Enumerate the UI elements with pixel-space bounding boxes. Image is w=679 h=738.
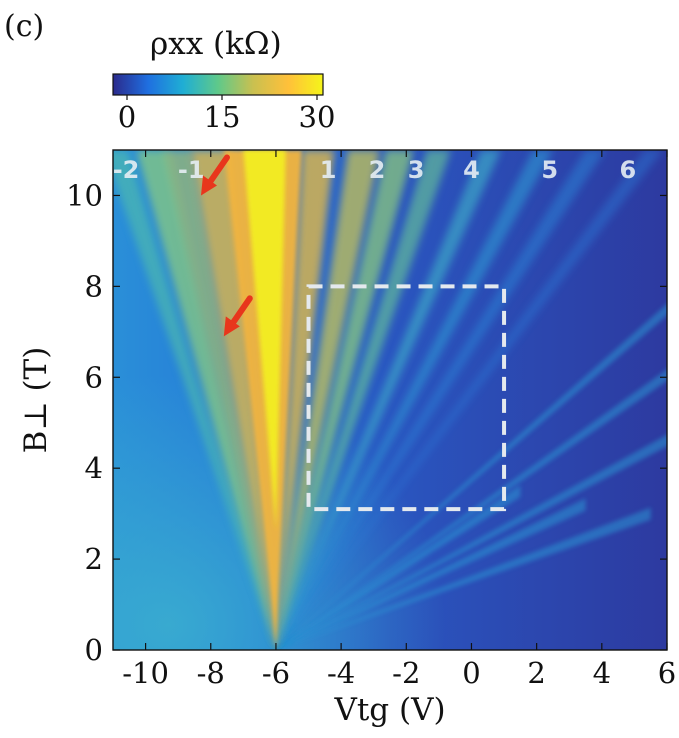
- colorbar-bar: [112, 73, 324, 96]
- landau-band: [275, 150, 380, 650]
- y-axis-ticks: 0 2 4 6 8 10: [66, 178, 667, 667]
- landau-level-label: -2: [113, 156, 140, 184]
- landau-level-label: 4: [463, 156, 480, 184]
- x-tick-label: -10: [122, 656, 169, 690]
- x-tick-label: 4: [593, 656, 611, 690]
- x-tick-label: -6: [262, 656, 290, 690]
- landau-band: [275, 150, 451, 650]
- x-axis-ticks: -10 -8 -6 -4 -2 0 2 4 6: [122, 150, 676, 690]
- landau-branch: [275, 507, 651, 650]
- arrow-lower: [223, 295, 253, 337]
- x-tick-label: -2: [392, 656, 420, 690]
- landau-level-label: 6: [620, 156, 637, 184]
- landau-level-label: 1: [320, 156, 337, 184]
- landau-band: [275, 150, 554, 650]
- landau-level-label: 5: [541, 156, 558, 184]
- x-tick-label: -4: [327, 656, 355, 690]
- central-fan: [223, 150, 303, 650]
- y-tick-label: 4: [85, 451, 103, 485]
- y-tick-label: 10: [66, 178, 103, 212]
- x-tick-label: 0: [462, 656, 480, 690]
- heatmap-plot: -2 -1 1 2 3 4 5 6: [113, 150, 667, 650]
- landau-band: [190, 150, 276, 650]
- landau-band: [113, 150, 276, 650]
- x-tick-label: 2: [527, 656, 545, 690]
- x-tick-label: 6: [658, 656, 676, 690]
- landau-band: [275, 150, 335, 650]
- y-tick-label: 0: [85, 633, 103, 667]
- y-tick-label: 6: [85, 360, 103, 394]
- landau-level-label: -1: [178, 156, 205, 184]
- landau-band: [164, 150, 276, 650]
- central-fan-yellow: [243, 150, 286, 530]
- x-axis-label: Vtg (V): [333, 692, 445, 728]
- landau-band: [275, 150, 502, 650]
- colorbar-tick-label: 0: [118, 100, 136, 134]
- landau-band: [275, 150, 663, 650]
- colorbar-tick-label: 15: [204, 100, 241, 134]
- landau-branch: [275, 434, 667, 650]
- y-axis-label: B⊥ (T): [18, 347, 54, 454]
- panel-label: (c): [4, 9, 44, 44]
- plot-frame: [112, 149, 668, 651]
- landau-level-labels: -2 -1 1 2 3 4 5 6: [113, 156, 637, 184]
- y-tick-label: 8: [85, 269, 103, 303]
- landau-band: [275, 150, 414, 650]
- landau-branch: [275, 484, 521, 650]
- arrow-upper: [200, 154, 230, 196]
- colorbar-tick-label: 30: [299, 100, 336, 134]
- landau-band: [136, 150, 276, 650]
- dashed-box-group: [306, 284, 507, 512]
- landau-level-label: 3: [408, 156, 425, 184]
- landau-band: [275, 150, 606, 650]
- arrows: [200, 154, 253, 337]
- colorbar-label: ρxx (kΩ): [150, 26, 282, 62]
- landau-fan-rays: [113, 150, 667, 650]
- dashed-box: [306, 284, 507, 512]
- colorbar-ticks: 0 15 30: [118, 95, 336, 134]
- landau-branch: [275, 303, 667, 650]
- x-tick-label: -8: [197, 656, 225, 690]
- landau-level-label: 2: [369, 156, 386, 184]
- colorbar: ρxx (kΩ) 0 15 30: [112, 26, 336, 134]
- y-tick-label: 2: [85, 542, 103, 576]
- landau-branch: [275, 498, 586, 650]
